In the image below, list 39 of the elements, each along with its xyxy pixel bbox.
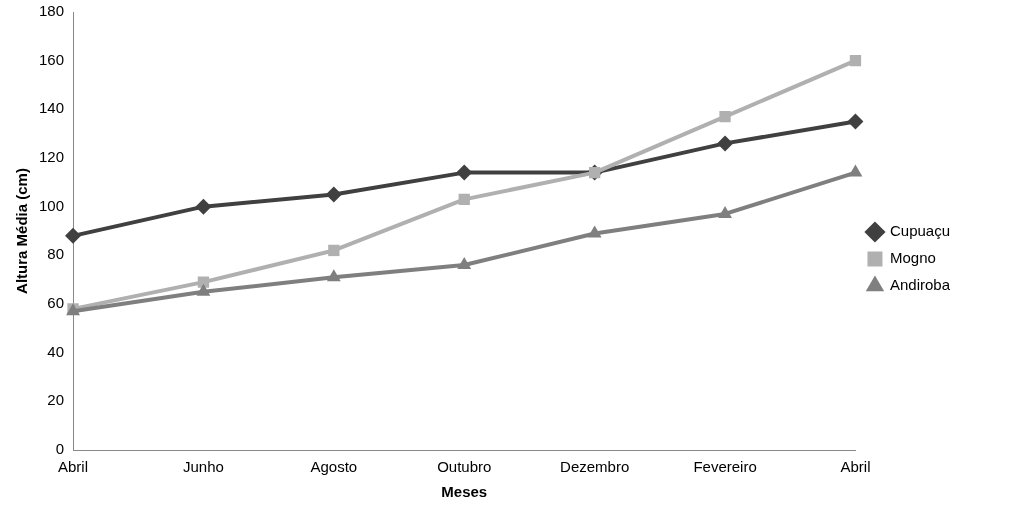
legend-label: Mogno — [889, 249, 936, 267]
y-tick-label: 180 — [39, 2, 65, 20]
point — [718, 205, 732, 218]
legend-label: Andiroba — [889, 276, 951, 294]
point — [587, 225, 602, 238]
point — [719, 110, 731, 123]
x-axis-title: Meses — [441, 483, 488, 501]
x-tick-label: Dezembro — [560, 458, 630, 476]
y-tick-label: 80 — [47, 245, 65, 263]
y-tick-label: 20 — [47, 391, 65, 409]
point — [456, 164, 473, 181]
legend-label: Cupuaçu — [889, 222, 950, 240]
point — [849, 55, 862, 67]
x-tick-label: Outubro — [437, 458, 492, 476]
x-tick-label: Agosto — [310, 458, 358, 476]
point — [848, 164, 863, 177]
point — [195, 198, 212, 215]
point — [328, 244, 340, 257]
y-tick-label: 0 — [55, 440, 65, 458]
point — [847, 113, 864, 130]
x-tick-label: Fevereiro — [693, 458, 757, 476]
y-tick-label: 60 — [47, 294, 65, 312]
point — [326, 269, 341, 282]
y-tick-label: 100 — [39, 196, 65, 214]
point — [197, 276, 210, 288]
y-tick-label: 40 — [47, 342, 65, 360]
point — [65, 227, 82, 244]
y-tick-label: 140 — [39, 99, 65, 117]
point — [458, 193, 470, 206]
y-tick-label: 160 — [39, 50, 65, 68]
x-tick-label: Junho — [182, 458, 224, 476]
point — [325, 186, 342, 203]
y-tick-label: 120 — [39, 148, 65, 166]
y-axis-title: Altura Média (cm) — [13, 168, 31, 294]
x-tick-label: Abril — [58, 458, 89, 476]
point — [717, 135, 734, 152]
point — [457, 257, 472, 270]
x-tick-label: Abril — [840, 458, 871, 476]
point — [196, 283, 211, 296]
